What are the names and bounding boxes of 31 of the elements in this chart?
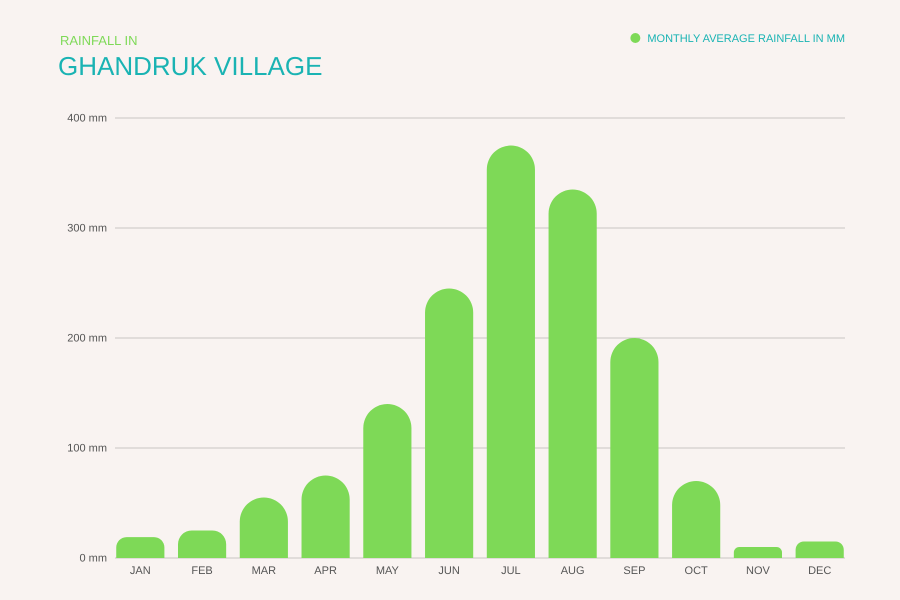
bar xyxy=(796,542,844,558)
bar xyxy=(548,190,597,558)
x-tick-label: DEC xyxy=(808,564,832,577)
x-tick-label: OCT xyxy=(684,564,708,577)
y-tick-label: 300 mm xyxy=(67,222,107,235)
y-tick-label: 400 mm xyxy=(67,112,107,125)
bar xyxy=(734,547,782,558)
x-tick-label: AUG xyxy=(560,564,585,577)
bar xyxy=(610,338,658,558)
y-tick-label: 200 mm xyxy=(67,332,107,345)
bar xyxy=(486,146,535,558)
x-tick-label: JAN xyxy=(130,564,151,577)
x-tick-label: MAR xyxy=(252,564,276,577)
x-tick-label: FEB xyxy=(191,564,213,577)
bar xyxy=(672,481,720,558)
legend-label: MONTHLY AVERAGE RAINFALL IN MM xyxy=(647,33,845,45)
y-tick-label: 100 mm xyxy=(67,442,107,455)
bar xyxy=(178,530,226,558)
x-tick-label: JUL xyxy=(501,564,521,577)
x-tick-label: JUN xyxy=(438,564,460,577)
x-tick-label: SEP xyxy=(623,564,646,577)
bar xyxy=(116,537,164,558)
x-tick-label: NOV xyxy=(746,564,770,577)
bar xyxy=(302,476,350,558)
y-tick-label: 0 mm xyxy=(80,552,107,565)
bar xyxy=(425,288,474,558)
chart-subtitle: RAINFALL IN xyxy=(60,33,138,48)
x-tick-label: MAY xyxy=(376,564,400,577)
x-tick-label: APR xyxy=(314,564,337,577)
bar xyxy=(363,404,412,558)
chart-title: GHANDRUK VILLAGE xyxy=(58,51,322,81)
